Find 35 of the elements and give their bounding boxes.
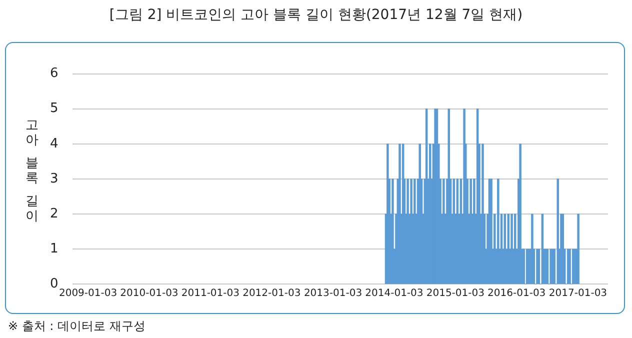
x-tick-label: 2011-01-03: [181, 288, 240, 299]
bar: [398, 144, 401, 284]
bar: [392, 178, 394, 284]
x-tick-label: 2017-01-03: [548, 288, 608, 299]
y-tick-label: 2: [50, 206, 58, 222]
bar: [497, 178, 500, 284]
bar: [410, 178, 412, 284]
bar: [556, 178, 559, 284]
bar: [418, 144, 421, 284]
x-tick-label: 2013-01-03: [304, 288, 362, 299]
x-tick-label: 2016-01-03: [488, 288, 546, 299]
bar: [504, 214, 506, 284]
x-tick-label: 2012-01-03: [242, 288, 301, 299]
y-tick-label: 6: [50, 66, 58, 82]
bar: [470, 178, 472, 284]
x-tick-label: 2009-01-03: [58, 288, 118, 299]
text: ※ 출처 : 데이터로 재구성: [8, 318, 146, 335]
bar: [406, 178, 409, 284]
x-tick-label: 2015-01-03: [426, 288, 484, 299]
y-tick-label: 4: [50, 136, 58, 152]
y-tick-label: 0: [50, 276, 58, 292]
bar: [448, 108, 450, 284]
bar: [442, 178, 445, 284]
bar: [577, 214, 580, 284]
x-tick-label: 2014-01-03: [365, 288, 424, 299]
bar: [531, 214, 534, 284]
y-tick-label: 5: [50, 101, 58, 116]
chart-title: [그림 2] 비트코인의 고아 블록 길이 현황(2017년 12월 7일 현재): [108, 6, 524, 24]
x-tick-label: 2010-01-03: [120, 288, 178, 299]
bar: [510, 214, 513, 284]
y-tick-label: 1: [50, 242, 58, 257]
y-axis-title: 고아 블록 길이: [24, 118, 40, 224]
bar: [482, 144, 484, 284]
bar: [519, 144, 522, 284]
y-tick-label: 3: [50, 171, 58, 186]
